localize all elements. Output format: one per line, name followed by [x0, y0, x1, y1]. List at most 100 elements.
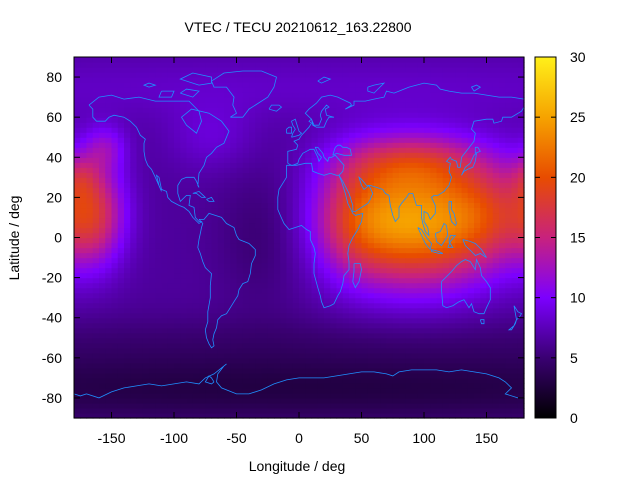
heatmap-cell — [249, 342, 256, 349]
heatmap-cell — [149, 382, 156, 389]
heatmap-cell — [311, 92, 319, 98]
heatmap-cell — [267, 367, 275, 374]
heatmap-cell — [324, 387, 331, 394]
heatmap-cell — [205, 277, 213, 284]
heatmap-cell — [86, 337, 94, 344]
heatmap-cell — [280, 152, 288, 158]
heatmap-cell — [286, 407, 294, 414]
heatmap-cell — [161, 292, 169, 299]
heatmap-cell — [105, 292, 113, 299]
heatmap-cell — [117, 182, 125, 188]
heatmap-cell — [349, 237, 356, 244]
heatmap-cell — [199, 382, 206, 389]
heatmap-cell — [149, 317, 156, 324]
heatmap-cell — [224, 222, 231, 229]
heatmap-cell — [399, 62, 406, 68]
heatmap-cell — [274, 352, 281, 359]
heatmap-cell — [349, 312, 356, 319]
heatmap-cell — [199, 92, 206, 98]
heatmap-cell — [455, 397, 463, 404]
heatmap-cell — [167, 402, 175, 409]
heatmap-cell — [230, 302, 238, 309]
heatmap-cell — [242, 347, 250, 354]
heatmap-cell — [99, 237, 106, 244]
heatmap-cell — [492, 292, 500, 299]
heatmap-cell — [399, 97, 406, 103]
heatmap-cell — [186, 337, 194, 344]
heatmap-cell — [111, 142, 119, 148]
heatmap-cell — [330, 67, 338, 73]
heatmap-cell — [111, 252, 119, 259]
heatmap-cell — [411, 287, 419, 294]
heatmap-cell — [392, 312, 400, 319]
heatmap-cell — [205, 297, 213, 304]
heatmap-cell — [317, 307, 325, 314]
heatmap-cell — [505, 372, 513, 379]
heatmap-cell — [155, 402, 163, 409]
heatmap-cell — [499, 307, 506, 314]
heatmap-cell — [130, 402, 138, 409]
heatmap-cell — [267, 342, 275, 349]
heatmap-cell — [442, 217, 450, 224]
heatmap-cell — [461, 307, 469, 314]
heatmap-cell — [80, 262, 88, 269]
heatmap-cell — [386, 192, 394, 198]
heatmap-cell — [467, 57, 475, 63]
heatmap-cell — [224, 357, 231, 364]
heatmap-cell — [399, 232, 406, 239]
heatmap-cell — [142, 217, 150, 224]
heatmap-cell — [155, 77, 163, 83]
heatmap-cell — [417, 192, 425, 198]
heatmap-cell — [374, 352, 381, 359]
heatmap-cell — [405, 152, 413, 158]
heatmap-cell — [474, 282, 481, 289]
heatmap-cell — [449, 332, 456, 339]
heatmap-cell — [299, 117, 306, 123]
heatmap-cell — [255, 342, 263, 349]
heatmap-cell — [374, 177, 381, 183]
heatmap-cell — [205, 202, 213, 209]
heatmap-cell — [105, 227, 113, 234]
heatmap-cell — [467, 327, 475, 334]
heatmap-cell — [436, 157, 444, 163]
heatmap-cell — [280, 162, 288, 168]
heatmap-cell — [474, 217, 481, 224]
heatmap-cell — [361, 292, 369, 299]
heatmap-cell — [192, 132, 200, 138]
heatmap-cell — [480, 287, 488, 294]
heatmap-cell — [142, 77, 150, 83]
heatmap-cell — [92, 282, 100, 289]
heatmap-cell — [380, 222, 388, 229]
heatmap-cell — [374, 132, 381, 138]
heatmap-cell — [174, 212, 181, 219]
heatmap-cell — [174, 222, 181, 229]
heatmap-cell — [467, 287, 475, 294]
heatmap-cell — [305, 407, 313, 414]
heatmap-cell — [492, 372, 500, 379]
heatmap-cell — [142, 117, 150, 123]
heatmap-cell — [186, 257, 194, 264]
heatmap-cell — [399, 237, 406, 244]
heatmap-cell — [311, 337, 319, 344]
heatmap-cell — [242, 302, 250, 309]
heatmap-cell — [136, 347, 144, 354]
heatmap-cell — [136, 272, 144, 279]
heatmap-cell — [474, 412, 481, 419]
heatmap-cell — [292, 312, 300, 319]
heatmap-cell — [461, 377, 469, 384]
heatmap-cell — [124, 212, 131, 219]
heatmap-cell — [161, 132, 169, 138]
heatmap-cell — [461, 362, 469, 369]
heatmap-cell — [255, 367, 263, 374]
heatmap-cell — [467, 77, 475, 83]
heatmap-cell — [117, 127, 125, 133]
heatmap-cell — [161, 327, 169, 334]
heatmap-cell — [261, 237, 269, 244]
heatmap-cell — [374, 222, 381, 229]
heatmap-cell — [286, 377, 294, 384]
heatmap-cell — [80, 212, 88, 219]
heatmap-cell — [199, 232, 206, 239]
heatmap-cell — [424, 362, 431, 369]
heatmap-cell — [311, 117, 319, 123]
heatmap-cell — [299, 217, 306, 224]
